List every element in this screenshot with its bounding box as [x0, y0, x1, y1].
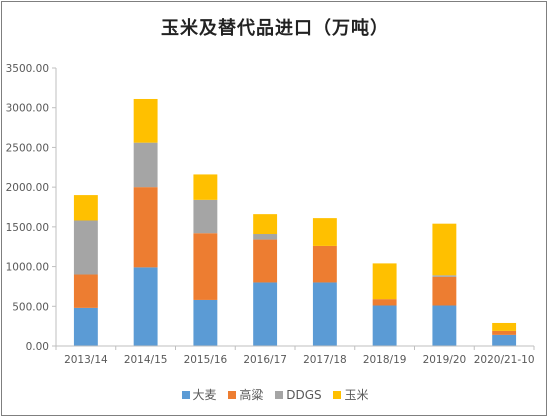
legend-item-ddgs: DDGS [275, 388, 322, 402]
bar-segment [312, 282, 337, 346]
y-tick-label: 2500.00 [6, 142, 49, 154]
x-tick-label: 2015/16 [184, 354, 228, 366]
bar-segment [432, 275, 457, 277]
y-tick-label: 3500.00 [6, 63, 49, 75]
legend-swatch-sorghum [228, 391, 237, 399]
bar-segment [193, 233, 218, 300]
x-tick-label: 2013/14 [64, 354, 108, 366]
bar-segment [492, 334, 517, 346]
legend-item-barley: 大麦 [181, 386, 217, 403]
bar-segment [193, 299, 218, 346]
x-tick-label: 2020/21-10 [474, 354, 535, 366]
bar-segment [253, 282, 278, 346]
bar-segment [73, 307, 98, 346]
legend: 大麦 高粱 DDGS 玉米 [0, 386, 550, 403]
bar-segment [372, 263, 397, 300]
x-tick-label: 2018/19 [363, 354, 407, 366]
legend-label-ddgs: DDGS [286, 388, 322, 402]
bar-segment [73, 274, 98, 308]
bar-segment [432, 305, 457, 346]
legend-swatch-barley [181, 391, 190, 399]
legend-item-corn: 玉米 [333, 386, 368, 403]
y-tick-label: 1500.00 [6, 222, 49, 234]
bar-segment [253, 234, 278, 240]
legend-item-sorghum: 高粱 [228, 386, 263, 403]
chart-title: 玉米及替代品进口（万吨） [161, 18, 389, 39]
bar-segment [133, 187, 158, 268]
bar-segment [372, 305, 397, 346]
legend-label-corn: 玉米 [344, 388, 369, 402]
bar-segment [133, 267, 158, 346]
legend-swatch-corn [333, 391, 342, 399]
y-tick-label: 2000.00 [6, 182, 49, 194]
y-tick-label: 500.00 [12, 301, 49, 313]
bar-segment [193, 199, 218, 234]
bar-segment [133, 142, 158, 188]
bar-segment [73, 195, 98, 221]
y-tick-label: 1000.00 [6, 262, 49, 274]
y-tick-label: 0.00 [26, 341, 49, 353]
bar-segment [372, 299, 397, 306]
bar-segment [492, 330, 517, 335]
bar-segment [432, 276, 457, 306]
x-tick-label: 2016/17 [243, 354, 287, 366]
legend-label-barley: 大麦 [192, 388, 217, 402]
bar-segment [432, 223, 457, 276]
bar-segment [492, 322, 517, 331]
bar-segment [253, 239, 278, 283]
bar-segment [133, 98, 158, 143]
bar-segment [73, 220, 98, 275]
x-tick-label: 2017/18 [303, 354, 347, 366]
x-tick-label: 2019/20 [423, 354, 467, 366]
x-tick-label: 2014/15 [124, 354, 168, 366]
legend-swatch-ddgs [275, 391, 284, 399]
bar-segment [193, 174, 218, 200]
bar-segment [312, 218, 337, 246]
bar-segment [312, 245, 337, 283]
bar-segment [253, 214, 278, 235]
y-tick-label: 3000.00 [6, 103, 49, 115]
legend-label-sorghum: 高粱 [239, 388, 264, 402]
